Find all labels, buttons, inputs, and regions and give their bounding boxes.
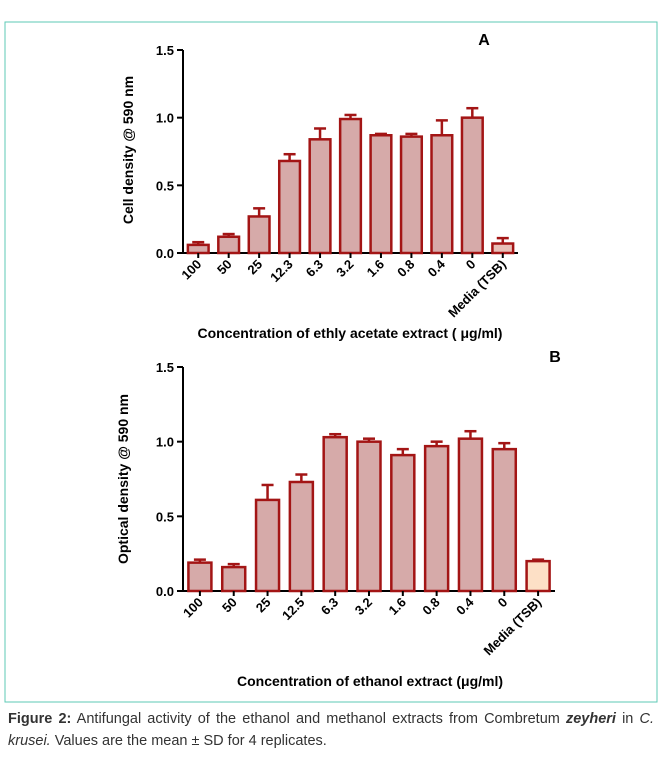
caption-organism: C. krusei. — [8, 711, 655, 749]
x-axis-label: Concentration of ethly acetate extract (… — [198, 325, 503, 341]
y-axis-label: Optical density @ 590 nm — [115, 394, 131, 564]
y-tick-label: 0.5 — [156, 178, 174, 193]
x-tick-label: 12.3 — [267, 257, 296, 286]
x-tick-label: 6.3 — [303, 257, 326, 280]
x-tick-label: 25 — [253, 595, 274, 616]
bar — [430, 134, 454, 255]
y-tick-label: 1.0 — [156, 111, 174, 126]
x-tick-label: 12.5 — [279, 595, 308, 624]
y-tick-label: 1.5 — [156, 360, 174, 375]
caption-text: Antifungal activity of the ethanol and m… — [71, 711, 566, 727]
bar — [356, 440, 382, 593]
y-tick-label: 0.5 — [156, 509, 174, 524]
bar — [186, 243, 210, 255]
caption-text: Values are the mean ± SD for 4 replicate… — [50, 733, 327, 749]
x-axis-label: Concentration of ethanol extract (μg/ml) — [237, 673, 503, 689]
x-tick-label: 3.2 — [333, 257, 356, 280]
figure: A Cell density @ 590 nm Concentration of e… — [4, 21, 658, 703]
bar — [423, 444, 450, 593]
x-tick-label: 0 — [463, 257, 479, 273]
bar — [399, 135, 424, 255]
x-tick-label: 1.6 — [364, 257, 387, 280]
x-tick-label: Media (TSB) — [480, 595, 544, 659]
caption-text: in — [615, 711, 640, 727]
bar — [338, 117, 363, 255]
x-tick-label: 50 — [214, 257, 235, 278]
chart-title: A — [478, 32, 490, 49]
y-axis-label: Cell density @ 590 nm — [120, 76, 136, 224]
x-tick-label: 0.4 — [425, 256, 449, 280]
bar — [460, 116, 484, 255]
x-tick-label: 0.8 — [394, 257, 417, 280]
bar — [369, 134, 393, 255]
bar — [288, 480, 315, 593]
caption-species: zeyheri — [565, 711, 616, 727]
bar — [491, 447, 518, 593]
caption: Figure 2: Antifungal activity of the eth… — [8, 708, 654, 752]
bar — [457, 437, 484, 593]
x-tick-label: 100 — [180, 595, 206, 621]
chart-title: B — [549, 349, 561, 366]
x-tick-label: 25 — [244, 257, 265, 278]
x-tick-label: 0 — [495, 595, 511, 611]
x-tick-label: 3.2 — [352, 595, 375, 618]
x-tick-label: 50 — [219, 595, 240, 616]
bar — [390, 453, 416, 593]
bar — [247, 215, 271, 255]
bar — [254, 498, 281, 593]
x-tick-label: 0.8 — [419, 595, 442, 618]
bar — [277, 159, 302, 255]
x-tick-label: 1.6 — [386, 595, 409, 618]
y-tick-label: 1.5 — [156, 43, 174, 58]
bar — [217, 235, 241, 255]
bar — [187, 561, 213, 593]
x-tick-label: 100 — [178, 257, 204, 283]
y-tick-label: 1.0 — [156, 435, 174, 450]
bar — [491, 242, 515, 255]
caption-label: Figure 2: — [8, 711, 72, 727]
frame — [4, 21, 658, 703]
bar — [308, 138, 332, 255]
bar — [220, 565, 247, 593]
bar — [525, 559, 551, 593]
y-tick-label: 0.0 — [156, 246, 174, 261]
y-tick-label: 0.0 — [156, 584, 174, 599]
x-tick-label: 0.4 — [453, 594, 477, 618]
x-tick-label: 6.3 — [318, 595, 341, 618]
bar — [322, 435, 348, 593]
